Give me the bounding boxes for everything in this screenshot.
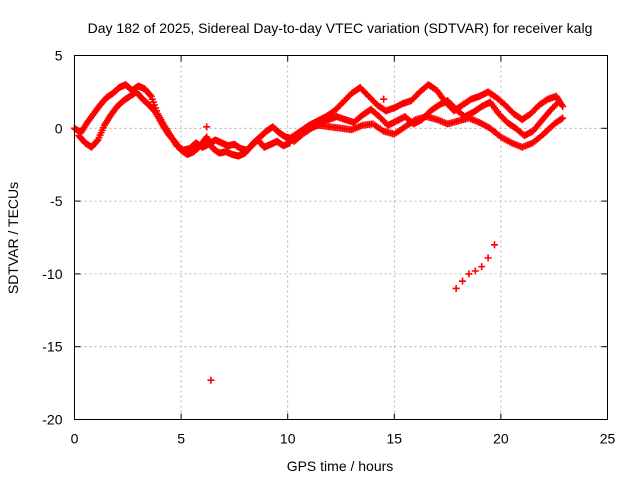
x-tick-label: 0 (71, 431, 79, 447)
series-track-b (75, 88, 294, 160)
data-point (559, 102, 567, 110)
data-point-interp (553, 100, 561, 108)
x-tick-label: 25 (600, 431, 616, 447)
plot-frame (74, 55, 608, 420)
series-outliers (203, 95, 499, 384)
data-point (380, 95, 388, 103)
data-point (286, 139, 294, 147)
data-point (484, 254, 492, 262)
data-point (452, 284, 460, 292)
y-tick-label: -15 (42, 339, 62, 355)
data-point-interp (93, 137, 101, 145)
data-point (471, 267, 479, 275)
y-axis-label: SDTVAR / TECUs (5, 182, 21, 294)
data-point-interp (146, 91, 154, 99)
series-track-e (305, 113, 567, 151)
data-point (491, 241, 499, 249)
y-tick-label: 5 (55, 48, 63, 64)
y-tick-label: 0 (55, 120, 63, 136)
data-point-interp (557, 115, 565, 123)
x-axis-label: GPS time / hours (287, 458, 394, 474)
x-tick-label: 5 (177, 431, 185, 447)
y-tick-label: -20 (42, 412, 62, 428)
data-point (207, 376, 215, 384)
x-tick-label: 10 (280, 431, 296, 447)
data-point (465, 270, 473, 278)
data-points (71, 81, 567, 384)
y-tick-label: -5 (50, 193, 63, 209)
data-point (554, 98, 562, 106)
x-tick-label: 20 (493, 431, 509, 447)
chart-title: Day 182 of 2025, Sidereal Day-to-day VTE… (88, 20, 593, 36)
series-track-d (290, 97, 562, 145)
data-point (203, 123, 211, 131)
tick-labels: 0 5 10 15 20 25 -20 -15 -10 -5 0 5 (42, 48, 615, 447)
data-point (559, 114, 567, 122)
data-point (478, 263, 486, 271)
x-tick-label: 15 (387, 431, 403, 447)
data-point (459, 277, 467, 285)
y-tick-label: -10 (42, 266, 62, 282)
